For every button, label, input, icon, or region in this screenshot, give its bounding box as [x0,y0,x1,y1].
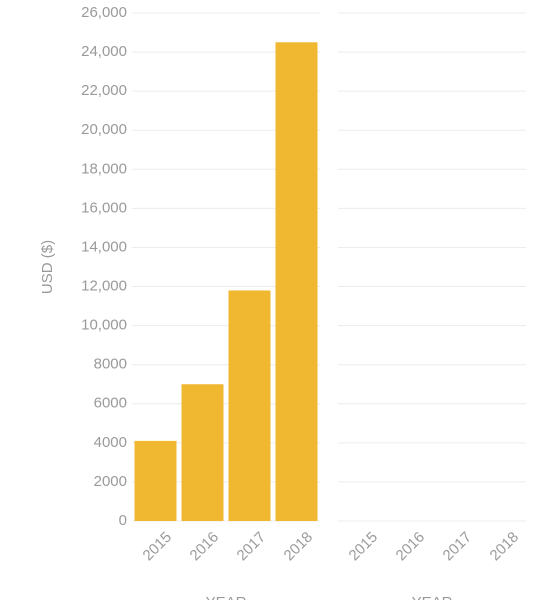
y-tick-label: 14,000 [81,238,127,255]
x-tick-label: 2017 [440,529,476,565]
x-tick-label: 2018 [281,529,317,565]
y-tick-label: 18,000 [81,160,127,177]
x-tick-label: 2016 [393,529,429,565]
bar [181,384,224,521]
x-tick-label: 2017 [234,529,270,565]
y-tick-label: 20,000 [81,121,127,138]
x-tick-label: 2015 [346,529,382,565]
y-tick-label: 22,000 [81,82,127,99]
x-axis-label: YEAR [206,594,247,600]
y-tick-label: 4000 [94,434,127,451]
y-tick-label: 6000 [94,395,127,412]
y-axis-label: USD ($) [39,240,56,294]
y-tick-label: 8000 [94,356,127,373]
y-tick-label: 24,000 [81,43,127,60]
y-tick-label: 10,000 [81,317,127,334]
y-tick-label: 26,000 [81,4,127,21]
x-axis-label: YEAR [412,594,453,600]
x-tick-label: 2018 [487,529,523,565]
x-tick-label: 2015 [140,529,176,565]
bar [134,440,177,521]
x-tick-label: 2016 [187,529,223,565]
y-tick-label: 0 [119,512,127,529]
y-tick-label: 2000 [94,473,127,490]
y-tick-label: 16,000 [81,199,127,216]
bar [275,42,318,522]
y-tick-label: 12,000 [81,278,127,295]
bar [228,290,271,521]
